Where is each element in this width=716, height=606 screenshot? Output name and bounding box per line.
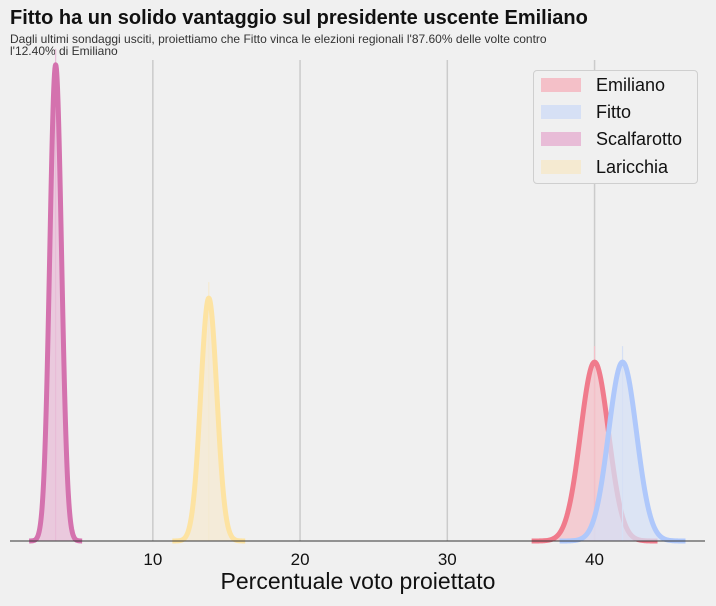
legend-item-fitto: Fitto bbox=[541, 102, 631, 122]
legend-swatch-emiliano bbox=[541, 78, 581, 92]
legend-label-scalfarotto: Scalfarotto bbox=[596, 128, 683, 149]
density-line-scalfarotto bbox=[27, 62, 85, 544]
legend-swatch-scalfarotto bbox=[541, 132, 581, 146]
legend-item-emiliano: Emiliano bbox=[541, 75, 665, 95]
x-tick-label-20: 20 bbox=[291, 550, 310, 569]
legend-label-laricchia: Laricchia bbox=[596, 156, 669, 177]
x-tick-label-30: 30 bbox=[438, 550, 457, 569]
legend: Emiliano Fitto Scalfarotto Laricchia bbox=[533, 70, 698, 184]
legend-item-scalfarotto: Scalfarotto bbox=[541, 129, 682, 149]
x-tick-label-40: 40 bbox=[585, 550, 604, 569]
density-line-fitto bbox=[557, 359, 688, 544]
x-ticks: 10 20 30 40 bbox=[143, 550, 604, 569]
legend-swatch-laricchia bbox=[541, 160, 581, 174]
x-tick-label-10: 10 bbox=[143, 550, 162, 569]
density-areas bbox=[27, 48, 688, 544]
legend-swatch-fitto bbox=[541, 105, 581, 119]
legend-label-fitto: Fitto bbox=[596, 101, 632, 122]
chart-subtitle: Dagli ultimi sondaggi usciti, proiettiam… bbox=[10, 32, 547, 58]
density-line-laricchia bbox=[170, 295, 248, 544]
legend-item-laricchia: Laricchia bbox=[541, 157, 668, 177]
chart-title: Fitto ha un solido vantaggio sul preside… bbox=[10, 7, 588, 29]
x-axis-label: Percentuale voto proiettato bbox=[220, 568, 496, 594]
legend-label-emiliano: Emiliano bbox=[596, 74, 666, 95]
